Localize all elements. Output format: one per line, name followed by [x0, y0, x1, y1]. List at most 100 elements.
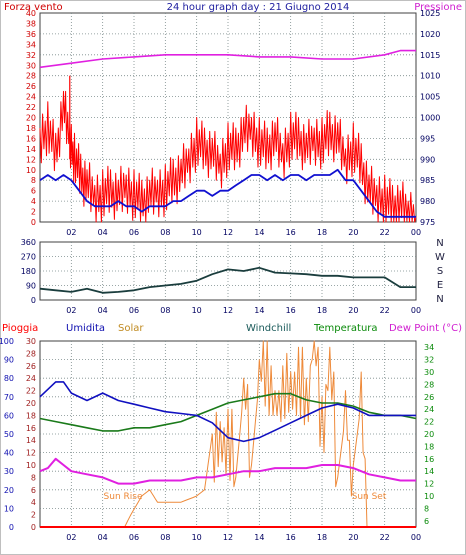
pressure-y-tick-label: 1005: [420, 93, 440, 102]
temperature-y-tick-label: 14: [424, 467, 434, 476]
temperature-y-tick-label: 28: [424, 380, 434, 389]
rain-y-tick-label: 16: [26, 424, 36, 433]
temperature-y-tick-label: 18: [424, 442, 434, 451]
wind-x-tick-label: 20: [348, 228, 358, 237]
wind-y-tick-label: 32: [26, 51, 36, 60]
temperature-y-tick-label: 12: [424, 480, 434, 489]
direction-y-tick-label: 90: [26, 282, 36, 291]
wind-x-tick-label: 16: [286, 228, 296, 237]
temperature-y-tick-label: 20: [424, 430, 434, 439]
humidity-y-tick-label: 10: [4, 504, 14, 513]
wind-x-tick-label: 04: [98, 228, 108, 237]
direction-x-tick-label: 04: [98, 306, 108, 315]
climate-x-tick-label: 14: [254, 533, 264, 542]
humidity-series-line: [39, 381, 416, 443]
climate-x-tick-label: 16: [286, 533, 296, 542]
humidity-y-tick-label: 80: [4, 374, 14, 383]
wind-x-tick-label: 10: [192, 228, 202, 237]
humidity-y-tick-label: 20: [4, 486, 14, 495]
direction-letter-label: S: [437, 266, 443, 277]
rain-y-tick-label: 10: [26, 461, 36, 470]
rain-y-tick-label: 14: [26, 436, 36, 445]
direction-x-tick-label: 22: [380, 306, 390, 315]
rain-y-tick-label: 18: [26, 411, 36, 420]
humidity-y-tick-label: 100: [0, 337, 14, 346]
climate-x-tick-label: 08: [160, 533, 170, 542]
wind-y-tick-label: 30: [26, 61, 36, 70]
direction-x-tick-label: 06: [129, 306, 139, 315]
rain-y-tick-label: 8: [31, 473, 36, 482]
direction-x-tick-label: 20: [348, 306, 358, 315]
wind-y-tick-label: 26: [26, 82, 36, 91]
rain-y-tick-label: 4: [31, 498, 36, 507]
humidity-y-tick-label: 70: [4, 393, 14, 402]
climate-x-tick-label: 04: [98, 533, 108, 542]
wind-y-tick-label: 28: [26, 72, 36, 81]
climate-x-tick-label: 12: [223, 533, 233, 542]
direction-x-tick-label: 16: [286, 306, 296, 315]
rain-y-tick-label: 24: [26, 374, 36, 383]
wind-y-tick-label: 0: [31, 218, 36, 227]
humidity-y-tick-label: 30: [4, 467, 14, 476]
direction-x-tick-label: 00: [411, 306, 421, 315]
humidity-y-tick-label: 60: [4, 411, 14, 420]
avg-wind-series-line: [39, 168, 416, 218]
rain-y-tick-label: 2: [31, 511, 36, 520]
direction-x-tick-label: 08: [160, 306, 170, 315]
pressure-y-tick-label: 1025: [420, 9, 440, 18]
wind-y-tick-label: 8: [31, 176, 36, 185]
climate-x-tick-label: 02: [66, 533, 76, 542]
climate-x-tick-label: 18: [317, 533, 327, 542]
direction-letter-label: N: [436, 294, 443, 305]
wind-x-tick-label: 02: [66, 228, 76, 237]
pressure-y-tick-label: 980: [420, 197, 435, 206]
wind-speed-label: Forza vento: [4, 2, 63, 13]
wind-y-tick-label: 2: [31, 208, 36, 217]
solar-legend-label: Solar: [118, 323, 144, 334]
temperature-y-tick-label: 22: [424, 418, 434, 427]
wind-y-tick-label: 12: [26, 155, 36, 164]
direction-x-tick-label: 10: [192, 306, 202, 315]
pressure-label: Pressione: [414, 2, 462, 13]
pressure-y-tick-label: 990: [420, 155, 435, 164]
rain-y-tick-label: 30: [26, 337, 36, 346]
direction-x-tick-label: 14: [254, 306, 264, 315]
rain-y-tick-label: 22: [26, 387, 36, 396]
dew-point-legend-label: Dew Point (°C): [389, 323, 462, 334]
direction-y-tick-label: 360: [21, 238, 36, 247]
wind-y-tick-label: 24: [26, 93, 36, 102]
humidity-y-tick-label: 50: [4, 430, 14, 439]
rain-legend-label: Pioggia: [2, 323, 38, 334]
wind-y-tick-label: 36: [26, 30, 36, 39]
direction-letter-label: N: [436, 238, 443, 249]
rain-y-tick-label: 6: [31, 486, 36, 495]
temperature-y-tick-label: 10: [424, 492, 434, 501]
wind-direction-series-line: [39, 266, 416, 294]
climate-x-tick-label: 22: [380, 533, 390, 542]
pressure-y-tick-label: 1015: [420, 51, 440, 60]
solar-series-line: [124, 340, 369, 528]
wind-y-tick-label: 14: [26, 145, 36, 154]
wind-x-tick-label: 12: [223, 228, 233, 237]
direction-letter-label: E: [437, 280, 443, 291]
wind-y-tick-label: 16: [26, 134, 36, 143]
wind-x-tick-label: 14: [254, 228, 264, 237]
pressure-y-tick-label: 995: [420, 134, 435, 143]
temperature-y-tick-label: 24: [424, 405, 434, 414]
pressure-y-tick-label: 1010: [420, 72, 440, 81]
wind-x-tick-label: 08: [160, 228, 170, 237]
temperature-series-line: [39, 392, 417, 432]
rain-y-tick-label: 12: [26, 449, 36, 458]
direction-x-tick-label: 02: [66, 306, 76, 315]
climate-x-tick-label: 20: [348, 533, 358, 542]
rain-y-tick-label: 26: [26, 362, 36, 371]
wind-x-tick-label: 00: [411, 228, 421, 237]
wind-y-tick-label: 6: [31, 187, 36, 196]
temperature-y-tick-label: 16: [424, 455, 434, 464]
rain-y-tick-label: 20: [26, 399, 36, 408]
wind-y-tick-label: 4: [31, 197, 36, 206]
temperature-y-tick-label: 30: [424, 368, 434, 377]
climate-x-tick-label: 10: [192, 533, 202, 542]
wind-y-tick-label: 18: [26, 124, 36, 133]
